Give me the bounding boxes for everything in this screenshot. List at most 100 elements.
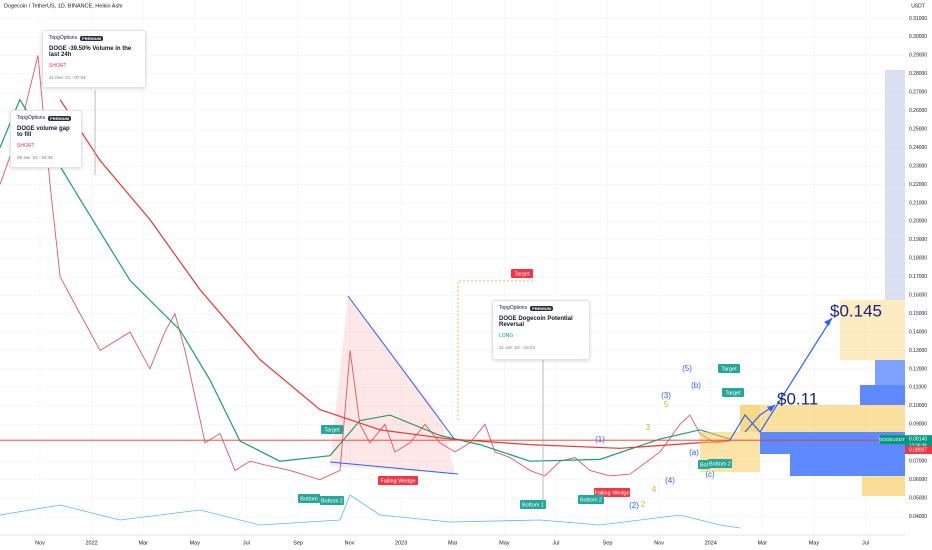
y-tick-label: 0.06000 bbox=[909, 477, 927, 483]
symbol-label: DOGEUSDT bbox=[879, 437, 905, 442]
x-tick-label: May bbox=[190, 540, 201, 546]
tag-bg bbox=[321, 425, 343, 434]
tag-bg bbox=[698, 460, 710, 469]
y-tick-label: 0.17000 bbox=[909, 274, 927, 280]
goal-label: $0.11 bbox=[777, 389, 818, 408]
series-line bbox=[59, 99, 730, 449]
price-axis bbox=[905, 0, 932, 550]
card-text: DOGE volume gap to fill bbox=[17, 126, 70, 138]
chart-title: Dogecoin / TetherUS, 1D, BINANCE, Heikin… bbox=[4, 3, 123, 9]
wave-label: 4 bbox=[652, 485, 657, 494]
tag-bg bbox=[378, 476, 418, 485]
wave-label: (a) bbox=[689, 448, 699, 457]
countdown: 13:36:09 bbox=[909, 442, 927, 447]
card-text: DOGE -39.50% Volume in the last 24h bbox=[49, 46, 132, 58]
tag-bg bbox=[320, 496, 344, 505]
target-line bbox=[457, 280, 533, 420]
y-tick-label: 0.13000 bbox=[909, 348, 927, 354]
tag: Target bbox=[725, 390, 741, 396]
x-tick-label: Jul bbox=[243, 540, 250, 546]
x-tick-label: 2023 bbox=[395, 540, 407, 546]
y-tick-label: 0.07000 bbox=[909, 459, 927, 465]
x-tick-label: Mar bbox=[758, 540, 768, 546]
card-side: SHORT bbox=[49, 63, 67, 69]
zone bbox=[740, 405, 760, 432]
waves: (1) (2) (3) (4) (5) (a) (b) (c) 3 4 5 2 … bbox=[595, 301, 882, 510]
x-tick-label: Nov bbox=[654, 540, 664, 546]
tag: Bot bbox=[700, 462, 709, 468]
wedge-line bbox=[329, 461, 459, 475]
zone bbox=[862, 476, 905, 496]
card-author: TopgOptions bbox=[49, 35, 78, 41]
tag-bg bbox=[594, 488, 630, 497]
y-tick-label: 0.20000 bbox=[909, 219, 927, 225]
wave-label: (c) bbox=[705, 470, 715, 479]
tag-bg bbox=[511, 269, 533, 278]
price-box bbox=[905, 435, 932, 450]
x-tick-label: Mar bbox=[448, 540, 458, 546]
card-date: 08 Jan '22 - 04:35 bbox=[17, 155, 53, 160]
wave-label: (5) bbox=[682, 364, 692, 373]
x-tick-label: 2024 bbox=[705, 540, 717, 546]
tag: Bottom 2 bbox=[709, 461, 731, 467]
zone bbox=[885, 70, 905, 300]
arrowhead bbox=[824, 318, 832, 326]
tag-bg bbox=[578, 495, 604, 504]
x-tick-label: Sep bbox=[293, 540, 303, 546]
y-tick-label: 0.30000 bbox=[909, 34, 927, 40]
series-line bbox=[0, 98, 731, 462]
wedge-line bbox=[347, 295, 456, 441]
y-tick-label: 0.12000 bbox=[909, 366, 927, 372]
y-tick-label: 0.27000 bbox=[909, 90, 927, 96]
price-label: 0.08097 bbox=[909, 447, 927, 453]
tag: Falling Wedge bbox=[594, 490, 629, 496]
zone bbox=[760, 432, 905, 454]
x-tick-label: Nov bbox=[345, 540, 355, 546]
wave-label: 2 bbox=[641, 500, 646, 509]
y-tick-label: 0.21000 bbox=[909, 200, 927, 206]
volume-line bbox=[0, 494, 741, 529]
tag: Bottom 2 bbox=[321, 498, 343, 504]
wave-label: (b) bbox=[691, 381, 701, 390]
x-tick-label: Nov bbox=[35, 540, 45, 546]
zone bbox=[790, 454, 905, 476]
idea-card[interactable]: TopgOptions PREMIUM DOGE -39.50% Volume i… bbox=[42, 30, 146, 88]
tag: Falling Wedge bbox=[380, 478, 415, 484]
wave-label: 5 bbox=[664, 400, 669, 409]
goal-label: $0.145 bbox=[830, 301, 882, 320]
tag: Target bbox=[721, 366, 737, 372]
tag-bg bbox=[722, 388, 744, 397]
y-tick-label: 0.15000 bbox=[909, 311, 927, 317]
y-tick-label: 0.19000 bbox=[909, 237, 927, 243]
arrowhead bbox=[767, 405, 775, 412]
y-tick-label: 0.11000 bbox=[909, 385, 927, 391]
x-tick-label: Sep bbox=[603, 540, 613, 546]
tag: Target bbox=[514, 271, 530, 277]
tag: Target bbox=[324, 427, 340, 433]
wave-label: (2) bbox=[629, 501, 639, 510]
tag: Bottom 2 bbox=[580, 497, 602, 503]
card-date: 31 Dec '21 - 07:04 bbox=[49, 75, 86, 80]
x-tick-label: Jul bbox=[862, 540, 869, 546]
idea-card[interactable]: TopgOptions PREMIUM DOGE Dogecoin Potenti… bbox=[492, 300, 590, 360]
card-author: TopgOptions bbox=[499, 305, 528, 311]
tag-bg bbox=[718, 364, 740, 373]
wave-label: (1) bbox=[595, 435, 605, 444]
zone bbox=[860, 385, 905, 405]
zone bbox=[840, 300, 905, 360]
card-badge: PREMIUM bbox=[48, 115, 71, 121]
tag: Bottom bbox=[300, 496, 318, 502]
y-tick-label: 0.31000 bbox=[909, 16, 927, 22]
tag: Bottom 1 bbox=[522, 502, 544, 508]
zone bbox=[875, 360, 905, 385]
card-side: SHORT bbox=[17, 143, 35, 149]
tag-bg bbox=[298, 494, 320, 503]
idea-card[interactable]: TopgOptions PREMIUM DOGE volume gap to fi… bbox=[10, 110, 82, 168]
x-tick-label: May bbox=[809, 540, 820, 546]
card-badge: PREMIUM bbox=[530, 305, 553, 311]
card-author: TopgOptions bbox=[17, 115, 46, 121]
wave-label: (4) bbox=[665, 476, 675, 485]
tag-bg bbox=[708, 459, 732, 468]
